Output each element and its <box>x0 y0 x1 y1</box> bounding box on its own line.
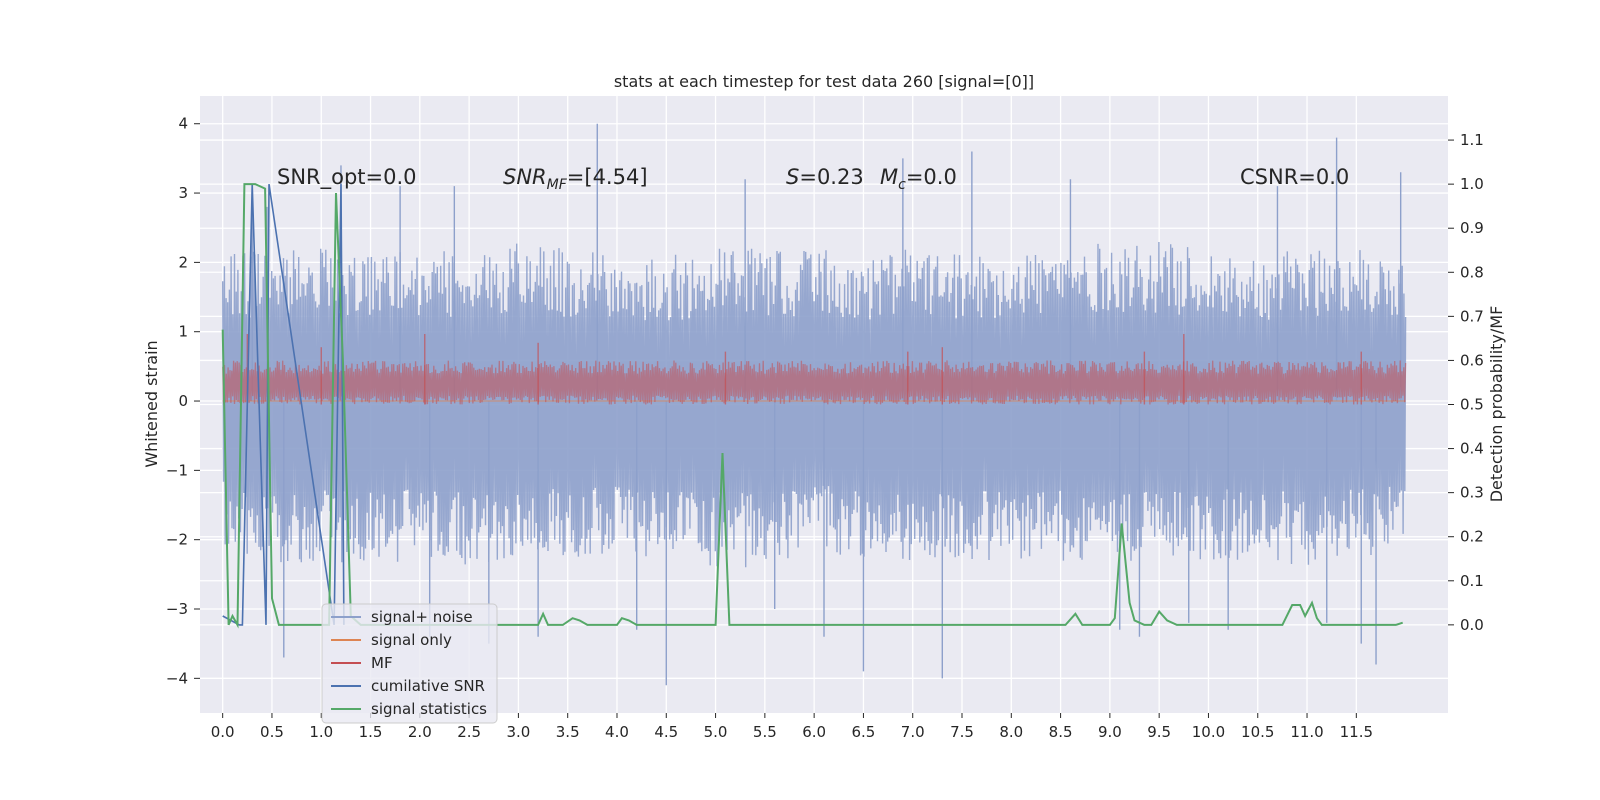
legend-box <box>321 603 498 724</box>
y-right-tick-label: 0.9 <box>1460 219 1484 237</box>
series-signal-noise-line <box>222 241 1407 568</box>
x-tick-label: 9.0 <box>1098 723 1122 741</box>
y-left-tick-label: 4 <box>178 115 188 133</box>
y-right-tick-label: 0.2 <box>1460 528 1484 546</box>
y-right-tick-label: 0.7 <box>1460 307 1484 325</box>
series-signal-statistics-line <box>221 183 1404 629</box>
y-left-tick-label: 1 <box>178 323 188 341</box>
x-tick-label: 3.0 <box>506 723 530 741</box>
legend-label-mf: MF <box>371 654 393 672</box>
legend-label-cumulative-snr: cumilative SNR <box>371 677 485 695</box>
y-axis-left-ticks: 4 3 2 1 0 −1 −2 −3 −4 <box>166 115 200 687</box>
x-tick-label: 5.0 <box>704 723 728 741</box>
annotation-s-var: S <box>786 165 799 189</box>
x-tick-label: 6.5 <box>852 723 876 741</box>
x-tick-label: 4.0 <box>605 723 629 741</box>
annotation-mc-sub: c <box>898 177 906 193</box>
y-left-tick-label: −4 <box>166 669 188 687</box>
annotation-mc-var: M <box>880 165 898 189</box>
series-mf-line <box>222 360 1407 405</box>
x-tick-label: 4.5 <box>654 723 678 741</box>
y-right-tick-label: 1.0 <box>1460 175 1484 193</box>
x-tick-label: 3.5 <box>556 723 580 741</box>
annotation-mc-value: =0.0 <box>906 165 957 189</box>
y-axis-right-label: Detection probability/MF <box>1487 306 1506 503</box>
x-tick-label: 2.0 <box>408 723 432 741</box>
annotation-s-value: =0.23 <box>799 165 863 189</box>
x-tick-label: 7.0 <box>901 723 925 741</box>
annotation-snr-mf-sub: MF <box>547 177 568 193</box>
y-right-tick-label: 0.6 <box>1460 351 1484 369</box>
x-tick-label: 0.5 <box>260 723 284 741</box>
chart-title: stats at each timestep for test data 260… <box>614 72 1034 91</box>
x-tick-label: 9.5 <box>1147 723 1171 741</box>
x-axis-ticks: 0.0 0.5 1.0 1.5 2.0 2.5 3.0 3.5 4.0 4.5 5.0 5.5 6.0 6… <box>211 713 1373 741</box>
annotation-csnr: CSNR=0.0 <box>1240 165 1349 189</box>
y-left-tick-label: 2 <box>178 253 188 271</box>
x-tick-label: 10.5 <box>1241 723 1274 741</box>
legend-label-signal-only: signal only <box>371 631 452 649</box>
y-left-tick-label: −1 <box>166 461 188 479</box>
y-right-tick-label: 0.4 <box>1460 440 1484 458</box>
annotation-snr-mf: SNRMF=[4.54] <box>503 165 648 193</box>
x-tick-label: 11.5 <box>1340 723 1373 741</box>
y-right-tick-label: 0.0 <box>1460 616 1484 634</box>
x-tick-label: 1.5 <box>359 723 383 741</box>
legend-label-signal-noise: signal+ noise <box>371 608 473 626</box>
x-tick-label: 5.5 <box>753 723 777 741</box>
y-right-tick-label: 0.3 <box>1460 484 1484 502</box>
x-tick-label: 10.0 <box>1192 723 1225 741</box>
y-left-tick-label: 3 <box>178 184 188 202</box>
annotation-snr-mf-value: =[4.54] <box>567 165 648 189</box>
x-tick-label: 0.0 <box>211 723 235 741</box>
annotation-mc: Mc=0.0 <box>880 165 957 193</box>
plot-series <box>221 123 1407 686</box>
legend-label-signal-statistics: signal statistics <box>371 700 487 718</box>
y-right-tick-label: 0.1 <box>1460 572 1484 590</box>
annotations: SNR_opt=0.0 SNRMF=[4.54] S=0.23 Mc=0.0 C… <box>277 165 1349 193</box>
x-tick-label: 2.5 <box>457 723 481 741</box>
y-left-tick-label: −2 <box>166 531 188 549</box>
x-tick-label: 8.0 <box>999 723 1023 741</box>
x-tick-label: 7.5 <box>950 723 974 741</box>
y-left-tick-label: 0 <box>178 392 188 410</box>
x-tick-label: 11.0 <box>1290 723 1323 741</box>
x-tick-label: 6.0 <box>802 723 826 741</box>
annotation-snr-opt: SNR_opt=0.0 <box>277 165 417 190</box>
series-cumulative-snr-line <box>222 183 345 626</box>
y-right-tick-label: 0.8 <box>1460 263 1484 281</box>
x-tick-label: 8.5 <box>1049 723 1073 741</box>
annotation-s: S=0.23 <box>786 165 864 189</box>
annotation-snr-mf-main: SNR <box>503 165 547 189</box>
y-axis-right-ticks: 1.1 1.0 0.9 0.8 0.7 0.6 0.5 0.4 0.3 0.2 0.1 0.0 <box>1448 131 1484 634</box>
y-axis-left-label: Whitened strain <box>142 340 161 467</box>
y-right-tick-label: 0.5 <box>1460 396 1484 414</box>
y-right-tick-label: 1.1 <box>1460 131 1484 149</box>
legend: signal+ noise signal only MF cumilative … <box>321 603 498 724</box>
y-left-tick-label: −3 <box>166 600 188 618</box>
x-tick-label: 1.0 <box>309 723 333 741</box>
